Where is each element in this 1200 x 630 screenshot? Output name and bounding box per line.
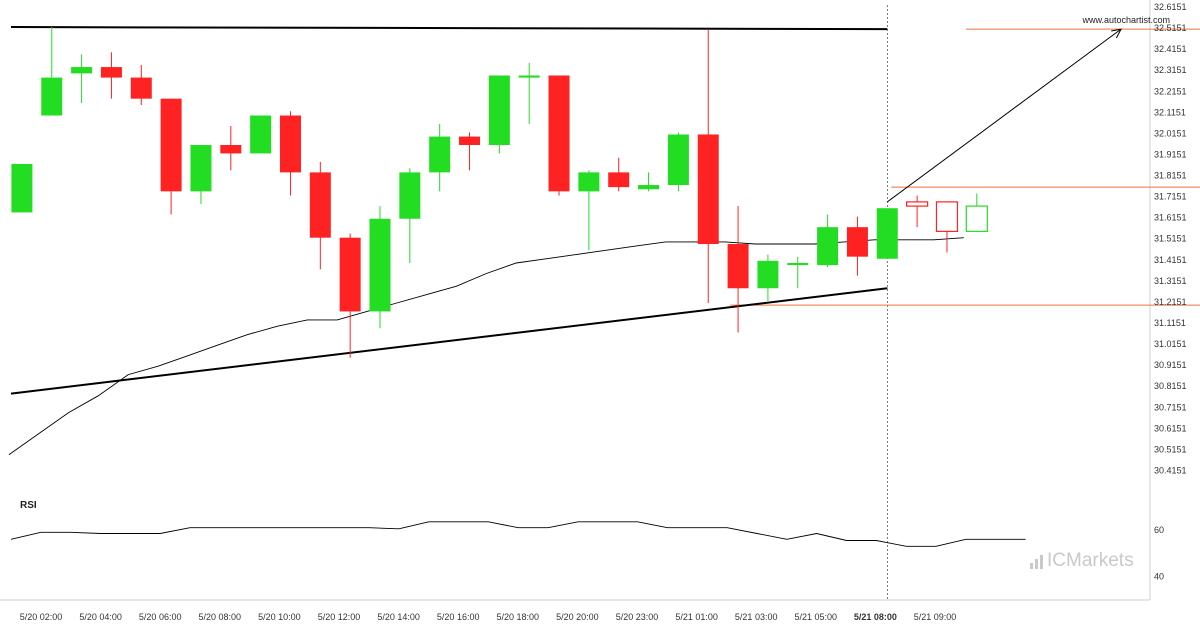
- candle-body: [279, 115, 301, 173]
- candle-body: [965, 205, 988, 232]
- price-tick-label: 31.9151: [1154, 149, 1187, 159]
- candle-body: [130, 77, 152, 99]
- brand-logo: IC Markets: [1030, 550, 1134, 572]
- price-tick-label: 32.4151: [1154, 44, 1187, 54]
- candle-body: [876, 208, 898, 259]
- support-trendline: [10, 287, 888, 395]
- price-levels: [730, 28, 1200, 306]
- time-tick-label: 5/20 18:00: [497, 612, 540, 622]
- candle-body: [369, 218, 391, 312]
- candle-body: [190, 145, 212, 192]
- time-axis: 5/20 02:00 5/20 04:00 5/20 06:00 5/20 08:00…: [20, 612, 957, 622]
- rsi-line: [10, 521, 1026, 547]
- candle-body: [638, 185, 660, 190]
- price-tick-label: 32.2151: [1154, 86, 1187, 96]
- candle-body: [757, 260, 779, 289]
- time-tick-label: 5/21 08:00: [854, 612, 897, 622]
- site-url: www.autochartist.com: [1081, 15, 1170, 25]
- rsi-title: RSI: [20, 500, 37, 511]
- price-tick-label: 31.1151: [1154, 318, 1186, 328]
- candle-body: [339, 237, 361, 312]
- candle-body: [608, 172, 630, 188]
- time-tick-label: 5/20 08:00: [199, 612, 242, 622]
- price-tick-label: 32.0151: [1154, 128, 1187, 138]
- price-tick-label: 31.2151: [1154, 297, 1187, 307]
- moving-average-line: [8, 237, 964, 456]
- candle-body: [518, 75, 540, 78]
- price-tick-label: 30.7151: [1154, 402, 1187, 412]
- price-tick-label: 30.9151: [1154, 360, 1187, 370]
- brand-suffix: Markets: [1066, 550, 1134, 571]
- chart-frame: [0, 0, 1151, 601]
- price-tick-label: 30.6151: [1154, 423, 1187, 433]
- price-tick-label: 32.6151: [1154, 2, 1187, 12]
- price-tick-label: 31.7151: [1154, 192, 1187, 202]
- candle-body: [41, 77, 63, 116]
- moving-average: [8, 237, 964, 456]
- price-tick-label: 31.6151: [1154, 213, 1187, 223]
- time-tick-label: 5/21 03:00: [735, 612, 778, 622]
- bars-icon: [1030, 553, 1043, 569]
- candle-body: [906, 201, 929, 207]
- candle-body: [578, 172, 600, 192]
- candle-body: [459, 136, 481, 146]
- candle-body: [220, 145, 242, 154]
- time-tick-label: 5/20 02:00: [20, 612, 63, 622]
- candles: [11, 27, 988, 358]
- time-tick-label: 5/21 09:00: [914, 612, 957, 622]
- candle-body: [100, 67, 122, 78]
- candle-body: [697, 134, 719, 245]
- trendlines: [10, 26, 888, 395]
- price-tick-label: 32.1151: [1154, 107, 1186, 117]
- price-tick-label: 32.3151: [1154, 65, 1187, 75]
- candle-body: [817, 227, 839, 266]
- time-tick-label: 5/20 16:00: [437, 612, 480, 622]
- time-tick-label: 5/20 10:00: [258, 612, 301, 622]
- resistance-trendline: [10, 26, 888, 31]
- price-tick-label: 30.5151: [1154, 444, 1187, 454]
- time-tick-label: 5/20 20:00: [556, 612, 599, 622]
- rsi-panel: 60 40: [10, 521, 1164, 582]
- candle-body: [399, 172, 421, 219]
- candle-body: [429, 136, 451, 173]
- price-tick-label: 31.8151: [1154, 171, 1187, 181]
- time-tick-label: 5/20 04:00: [79, 612, 122, 622]
- candle-body: [250, 115, 272, 154]
- rsi-tick-label: 60: [1154, 525, 1164, 535]
- candle-body: [787, 262, 809, 266]
- rsi-tick-label: 40: [1154, 572, 1164, 582]
- price-axis: 32.6151 32.5151 32.4151 32.3151 32.2151 32.11…: [1154, 2, 1187, 475]
- price-tick-label: 31.5151: [1154, 234, 1187, 244]
- price-tick-label: 31.4151: [1154, 255, 1187, 265]
- candle-body: [71, 67, 93, 74]
- price-tick-label: 31.0151: [1154, 339, 1187, 349]
- candle-body: [11, 163, 33, 213]
- arrow-head: [1111, 28, 1122, 39]
- price-tick-label: 30.4151: [1154, 465, 1187, 475]
- brand-prefix: IC: [1047, 550, 1066, 571]
- time-tick-label: 5/21 01:00: [675, 612, 718, 622]
- arrow-shaft: [887, 28, 1122, 203]
- candle-body: [667, 134, 689, 186]
- projection-arrow: [887, 28, 1122, 203]
- candle-body: [160, 98, 182, 192]
- price-tick-label: 32.5151: [1154, 23, 1187, 33]
- candle-body: [846, 227, 868, 257]
- time-tick-label: 5/21 05:00: [795, 612, 838, 622]
- candle-body: [488, 75, 510, 146]
- candle-body: [309, 172, 331, 238]
- time-tick-label: 5/20 12:00: [318, 612, 361, 622]
- price-tick-label: 30.8151: [1154, 381, 1187, 391]
- candle-body: [935, 201, 959, 232]
- time-tick-label: 5/20 14:00: [377, 612, 420, 622]
- time-tick-label: 5/20 06:00: [139, 612, 182, 622]
- candle-body: [727, 244, 749, 289]
- price-tick-label: 31.3151: [1154, 276, 1187, 286]
- candle-body: [548, 75, 570, 192]
- time-tick-label: 5/20 23:00: [616, 612, 659, 622]
